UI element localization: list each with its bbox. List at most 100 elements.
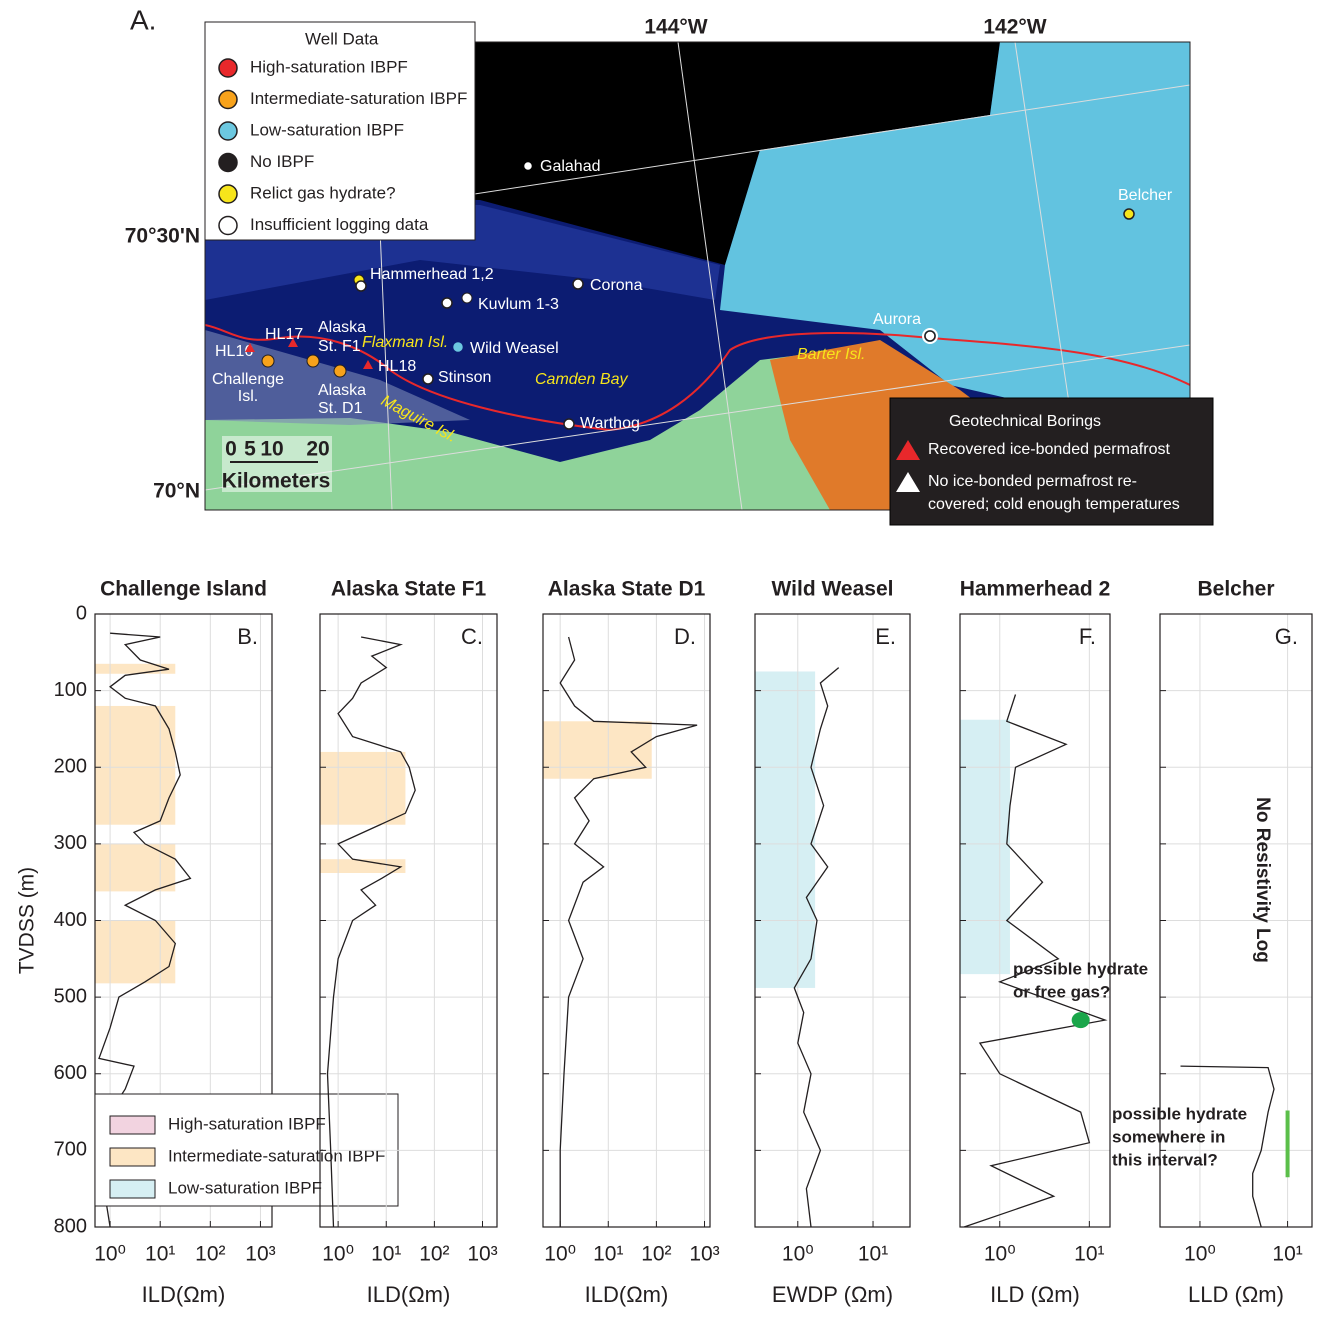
lat-label: 70°30'N [125,225,200,248]
legend-label: Relict gas hydrate? [250,183,396,202]
scale-label: Kilometers [222,470,331,493]
scale-tick: 10 [260,438,283,461]
panel-title: Wild Weasel [772,578,894,601]
well [564,419,574,429]
place-label: Isl. [238,388,258,405]
x-tick-label: 10⁰ [94,1243,126,1266]
ibpf-interval [95,844,175,892]
ibpf-interval [755,671,815,987]
legend-swatch [219,122,237,140]
annotation: possible hydrate [1013,959,1148,978]
legend-label: Low-saturation IBPF [168,1178,322,1197]
map-legend: Well Data High-saturation IBPFIntermedia… [205,22,475,240]
y-tick-label: 300 [54,832,87,854]
x-tick-label: 10³ [689,1243,719,1266]
legend-title: Geotechnical Borings [949,413,1101,430]
well [573,279,583,289]
annotation: somewhere in [1112,1127,1225,1146]
place-label: St. D1 [318,400,363,417]
x-tick-label: 10³ [467,1243,497,1266]
legend-label: Intermediate-saturation IBPF [168,1146,385,1165]
x-tick-label: 10¹ [858,1243,888,1266]
x-tick-label: 10⁰ [782,1243,814,1266]
panel-title: Alaska State D1 [548,578,706,601]
place-label: Camden Bay [535,371,628,388]
panel-label: E. [875,624,896,649]
boring-label: HL17 [265,326,303,343]
well [1124,209,1134,219]
panel-title: Hammerhead 2 [960,578,1111,601]
x-tick-label: 10³ [245,1243,275,1266]
x-axis-label: EWDP (Ωm) [772,1282,893,1307]
place-label: Alaska [318,319,366,336]
well [525,163,531,169]
well [462,293,472,303]
x-tick-label: 10² [419,1243,449,1266]
well-label: Stinson [438,369,491,386]
lat-label: 70°N [153,480,200,503]
legend-label: covered; cold enough temperatures [928,496,1180,513]
x-tick-label: 10¹ [1074,1243,1104,1266]
panel-title: Alaska State F1 [331,578,487,601]
y-axis-label: TVDSS (m) [16,867,39,974]
y-tick-label: 0 [76,602,87,624]
legend-label: No IBPF [250,152,314,171]
x-tick-label: 10² [195,1243,225,1266]
legend-swatch [219,154,237,172]
panel-label: G. [1275,624,1298,649]
panel-title: Challenge Island [100,578,267,601]
x-tick-label: 10⁰ [322,1243,354,1266]
x-axis-label: ILD(Ωm) [142,1282,226,1307]
annotation: possible hydrate [1112,1104,1247,1123]
legend-swatch [219,185,237,203]
place-label: Alaska [318,382,366,399]
x-tick-label: 10¹ [145,1243,175,1266]
ibpf-interval [320,752,405,825]
well [454,343,462,351]
place-label: St. F1 [318,338,361,355]
y-tick-label: 100 [54,679,87,701]
well-label: Wild Weasel [470,340,559,357]
page: A. 144°W 142°W 70°30'N 70°N Well Data Hi… [0,0,1317,1317]
panel-title: Belcher [1197,578,1274,601]
legend-label: No ice-bonded permafrost re- [928,473,1137,490]
legend-label: Insufficient logging data [250,215,429,234]
y-tick-label: 700 [54,1139,87,1161]
x-axis-label: ILD(Ωm) [585,1282,669,1307]
log-panel: 10⁰10¹BelcherG.LLD (Ωm)No Resistivity Lo… [1112,578,1312,1307]
lon-label: 144°W [644,16,707,39]
lon-label: 142°W [983,16,1046,39]
x-tick-label: 10¹ [593,1243,623,1266]
scale-tick: 5 [244,438,256,461]
well-label: Corona [590,277,643,294]
legend-swatch [219,91,237,109]
legend-label: Low-saturation IBPF [250,120,404,139]
x-tick-label: 10⁰ [984,1243,1016,1266]
y-tick-label: 800 [54,1215,87,1237]
legend-label: Recovered ice-bonded permafrost [928,441,1170,458]
note: No Resistivity Log [1252,797,1273,963]
scale-tick: 0 [225,438,237,461]
panel-label: A. [130,4,156,35]
ibpf-interval [95,706,175,825]
legend-swatch [110,1180,155,1198]
x-tick-label: 10⁰ [544,1243,576,1266]
y-tick-label: 400 [54,909,87,931]
legend-label: High-saturation IBPF [168,1114,326,1133]
scale-bar: 0 5 10 20 Kilometers [222,436,332,493]
legend-swatch [110,1116,155,1134]
log-curve [1181,1066,1275,1227]
y-tick-label: 500 [54,985,87,1007]
well-label: Aurora [873,311,921,328]
place-label: Barter Isl. [797,346,865,363]
legend-swatch [219,59,237,77]
well-label: Hammerhead 1,2 [370,266,494,283]
legend-swatch [219,217,237,235]
scale-tick: 20 [306,438,329,461]
legend-title: Well Data [305,29,379,48]
x-tick-label: 10¹ [1272,1243,1302,1266]
boring-label: HL18 [378,358,416,375]
well [442,298,452,308]
